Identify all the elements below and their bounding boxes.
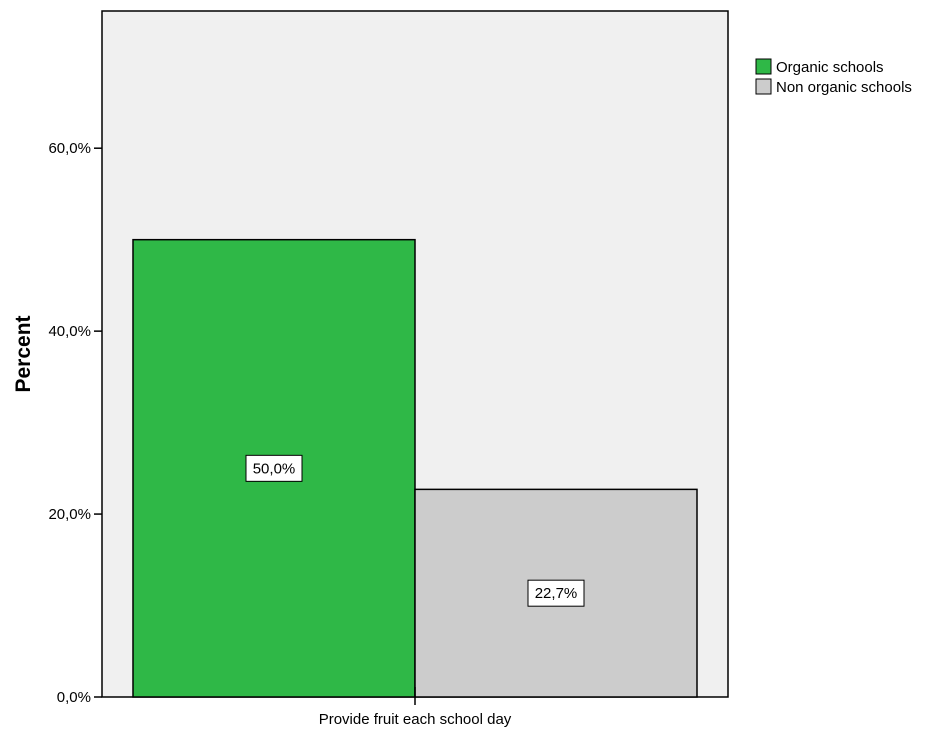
legend-swatch [755,78,772,95]
data-label: 50,0% [253,460,296,477]
legend-entry: Non organic schools [776,79,912,96]
data-label-box [245,454,303,482]
x-category-label: Provide fruit each school day [319,711,512,728]
data-label-box [527,579,585,607]
y-tick-label: 20,0% [48,506,91,523]
data-label: 22,7% [535,585,578,602]
y-tick-label: 40,0% [48,323,91,340]
y-axis-label: Percent [12,315,35,392]
legend-entry: Organic schools [776,59,884,76]
legend-swatch [755,58,772,75]
y-tick-label: 60,0% [48,140,91,157]
y-tick-label: 0,0% [57,689,91,706]
